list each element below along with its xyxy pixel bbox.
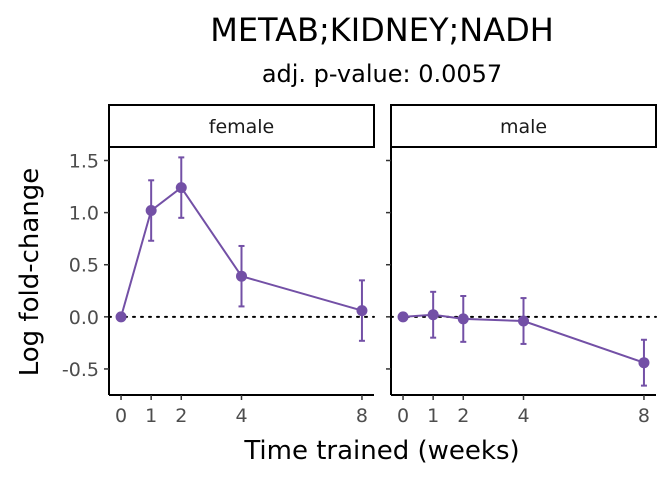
panel-female: female -0.5 0.0 0.5 1.0 1.5 0 1 2 4 8	[62, 104, 375, 427]
x-tick-label: 1	[427, 405, 439, 427]
facet-strip	[390, 104, 657, 148]
x-tick-label: 4	[517, 405, 529, 427]
x-tick-label: 4	[235, 405, 247, 427]
x-axis-title: Time trained (weeks)	[243, 436, 519, 466]
data-point	[638, 357, 650, 369]
data-point	[397, 311, 409, 323]
data-point	[175, 182, 187, 194]
x-tick-label: 2	[175, 405, 187, 427]
y-tick-label: 1.0	[69, 203, 99, 225]
data-point	[356, 305, 368, 317]
x-tick-label: 0	[115, 405, 127, 427]
facet-strip-label: male	[500, 116, 547, 138]
x-tick-label: 8	[638, 405, 650, 427]
chart-subtitle: adj. p-value: 0.0057	[262, 60, 502, 88]
facet-strip	[108, 104, 375, 148]
x-tick-label: 2	[457, 405, 469, 427]
y-tick-label: 0.5	[69, 255, 99, 277]
x-tick-label: 8	[356, 405, 368, 427]
panel-male: male 0 1 2 4 8	[386, 104, 657, 427]
data-point	[145, 205, 157, 217]
y-tick-label: 1.5	[69, 151, 99, 173]
data-point	[518, 315, 529, 327]
chart-title: METAB;KIDNEY;NADH	[210, 11, 554, 49]
data-point	[236, 270, 247, 282]
x-tick-label: 1	[145, 405, 157, 427]
y-tick-label: 0.0	[69, 307, 99, 329]
y-tick-label: -0.5	[62, 359, 99, 381]
data-point	[457, 313, 469, 325]
data-point	[427, 309, 439, 321]
x-tick-label: 0	[397, 405, 409, 427]
data-point	[115, 311, 127, 323]
facet-strip-label: female	[209, 116, 275, 138]
y-axis-title: Log fold-change	[15, 168, 45, 377]
